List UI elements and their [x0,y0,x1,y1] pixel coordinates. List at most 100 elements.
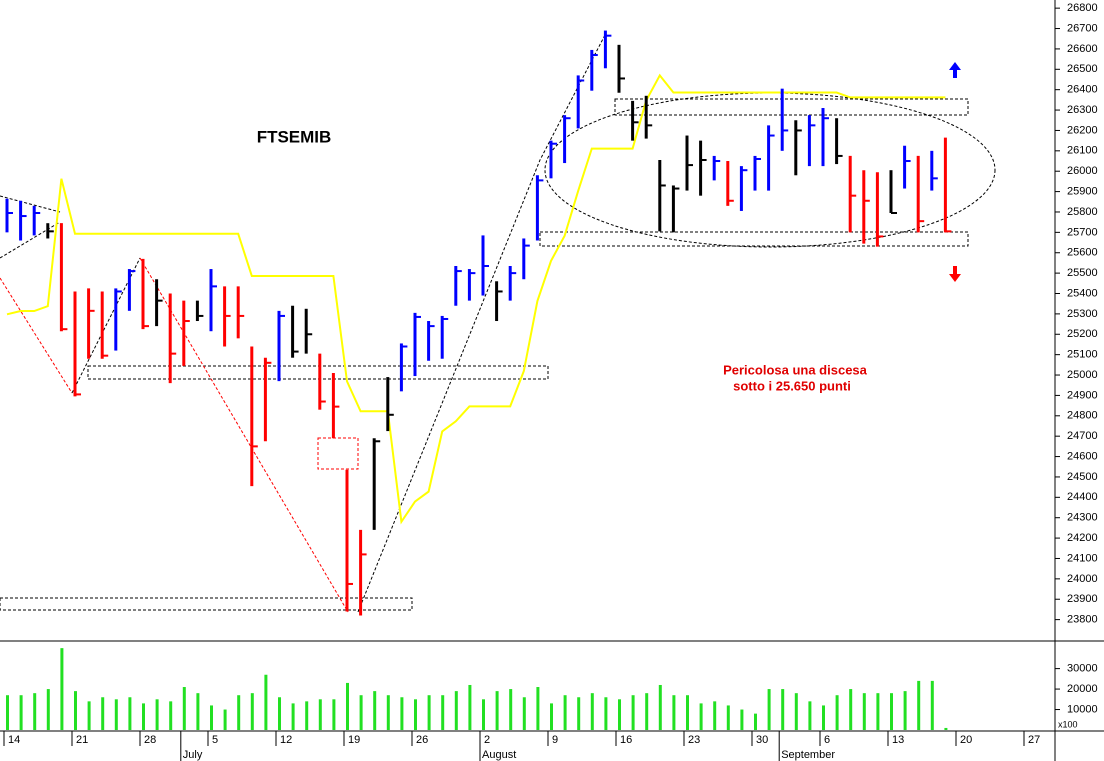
support-box [0,597,413,611]
y-tick-label: 25800 [1067,206,1098,218]
volume-bar [699,703,703,730]
volume-bar [332,699,336,730]
range-ellipse [544,92,996,248]
annotation-text: sotto i 25.650 punti [733,378,851,393]
volume-bar [46,689,50,730]
volume-bar [645,693,649,730]
resistance-box [87,365,549,380]
x-tick-label: 12 [280,734,292,746]
y-tick-label: 24400 [1067,491,1098,503]
volume-bar [155,699,159,730]
volume-bar [522,697,526,730]
y-tick-label: 26500 [1067,63,1098,75]
y-tick-label: 20000 [1067,683,1098,695]
volume-bar [19,695,23,730]
volume-bar [890,693,893,730]
volume-bar [74,691,77,730]
y-tick-label: 25600 [1067,247,1098,259]
y-tick-label: 26800 [1067,2,1098,14]
range-top-box [614,98,969,116]
x-tick-label: 13 [892,734,904,746]
volume-bar [862,693,866,730]
x-tick-label: 9 [552,734,558,746]
volume-bar [822,705,825,730]
trendline [0,195,61,213]
y-tick-label: 26100 [1067,145,1098,157]
volume-bar [536,687,540,730]
y-tick-label: 10000 [1067,703,1098,715]
volume-bar [618,699,621,730]
volume-bar [672,695,676,730]
volume-bar [114,699,118,730]
trendline [139,257,349,613]
y-tick-label: 26700 [1067,22,1098,34]
y-tick-label: 30000 [1067,663,1098,675]
volume-bar [631,695,635,730]
volume-bar [318,699,322,730]
volume-bar [577,697,581,730]
x-tick-label: 21 [76,734,88,746]
y-tick-label: 25700 [1067,226,1098,238]
y-tick-label: 24500 [1067,471,1098,483]
volume-bar [658,684,662,730]
volume-bar [128,697,132,730]
chart-title: FTSEMIB [257,127,332,146]
volume-bar [142,703,145,730]
volume-bar [835,695,839,730]
indicator-line [6,73,946,525]
volume-bar [930,680,934,730]
volume-bar [563,695,567,730]
y-tick-label: 25000 [1067,369,1098,381]
y-tick-label: 25500 [1067,267,1098,279]
volume-bar [373,691,377,730]
volume-bar [237,695,241,730]
volume-bar [794,693,798,730]
volume-bar [808,701,812,730]
x-tick-label: 20 [960,734,972,746]
volume-bar [210,705,213,730]
up-arrow [949,62,961,78]
y-tick-label: 23800 [1067,614,1098,626]
down-arrow [949,266,961,282]
volume-bar [917,680,921,730]
volume-bar [726,705,730,730]
x-tick-label: 2 [484,734,490,746]
volume-bar [33,693,37,730]
annotation-shapes [0,34,996,613]
volume-bar [278,697,281,730]
gap-box [317,437,359,470]
volume-bar [182,687,186,730]
y-tick-label: 26200 [1067,124,1098,136]
y-tick-label: 24100 [1067,552,1098,564]
volume-bar [223,709,227,730]
y-tick-label: 24200 [1067,532,1098,544]
volume-bar [386,695,390,730]
y-tick-label: 24900 [1067,389,1098,401]
x-tick-label: 26 [416,734,428,746]
x-tick-label: 27 [1028,734,1040,746]
volume-bar [604,697,608,730]
x-tick-label: 16 [620,734,632,746]
volume-bar [250,693,254,730]
y-tick-label: 24300 [1067,512,1098,524]
volume-bar [346,682,349,730]
y-tick-label: 25300 [1067,308,1098,320]
y-tick-label: 26300 [1067,104,1098,116]
x-tick-label: 28 [144,734,156,746]
y-tick-label: 25100 [1067,349,1098,361]
volume-bar [713,701,717,730]
trendline [357,34,606,613]
y-tick-label: 24000 [1067,573,1098,585]
volume-bar [876,693,880,730]
y-tick-label: 26600 [1067,43,1098,55]
volume-bar [903,691,907,730]
volume-bar [87,701,91,730]
volume-bar [767,689,771,730]
y-tick-label: 25900 [1067,185,1098,197]
volume-bar [454,691,458,730]
y-tick-label: 24600 [1067,450,1098,462]
x-tick-label: 30 [756,734,768,746]
volume-bar [482,699,485,730]
